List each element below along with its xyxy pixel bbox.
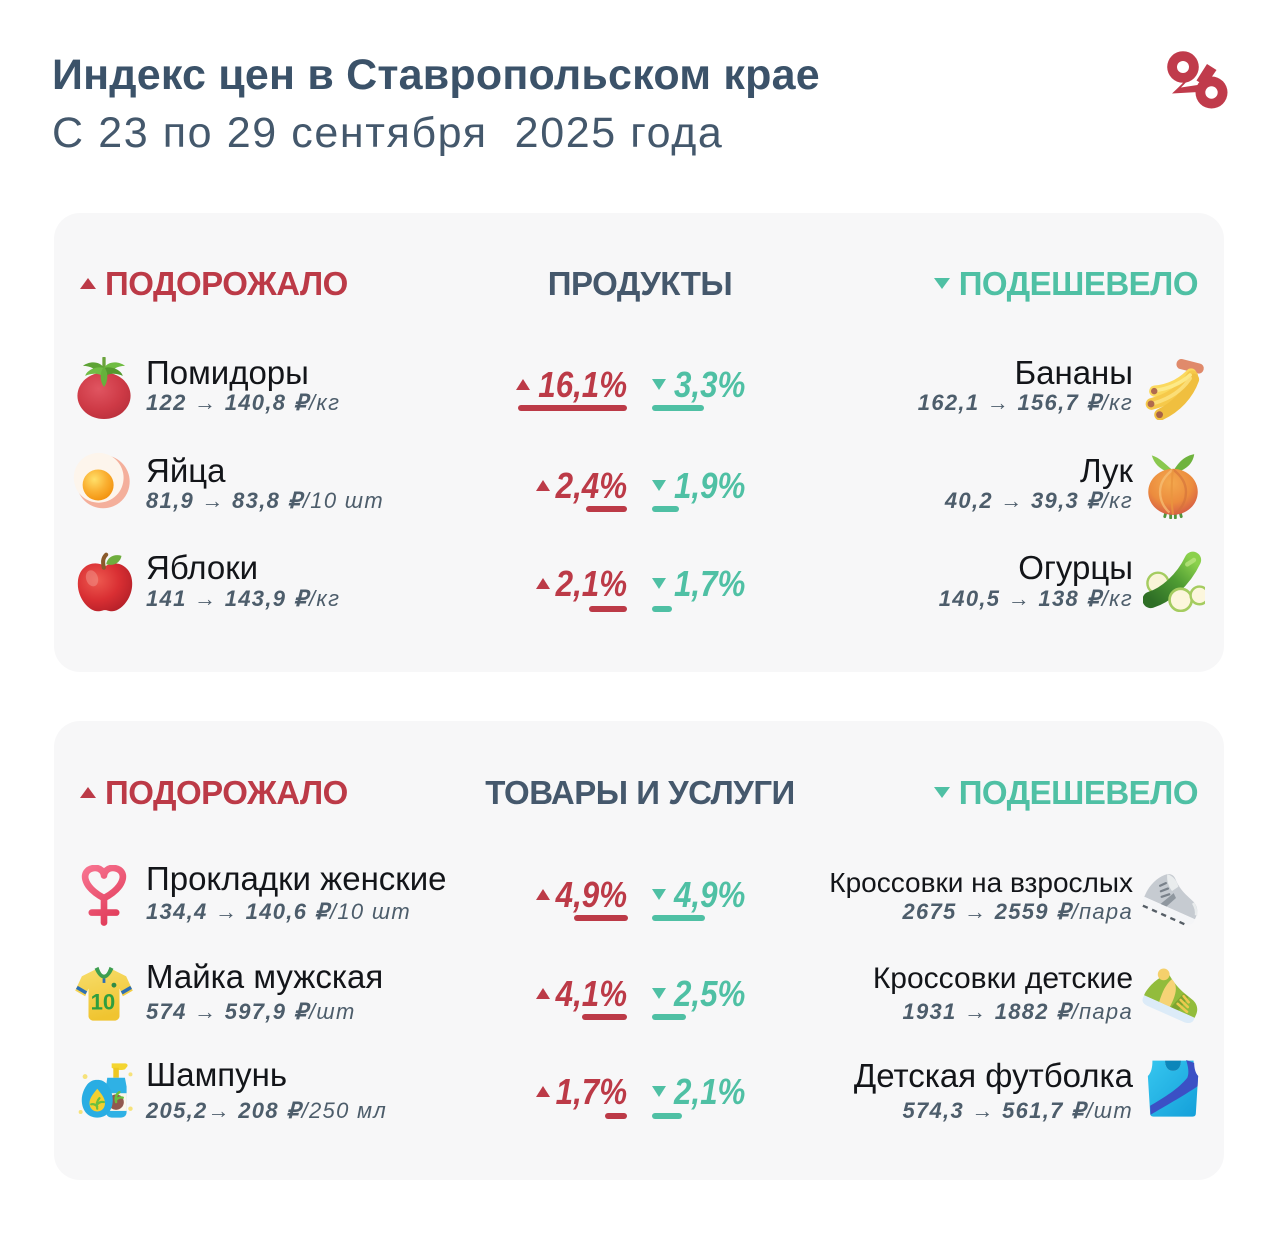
svg-text:10: 10: [91, 990, 116, 1015]
